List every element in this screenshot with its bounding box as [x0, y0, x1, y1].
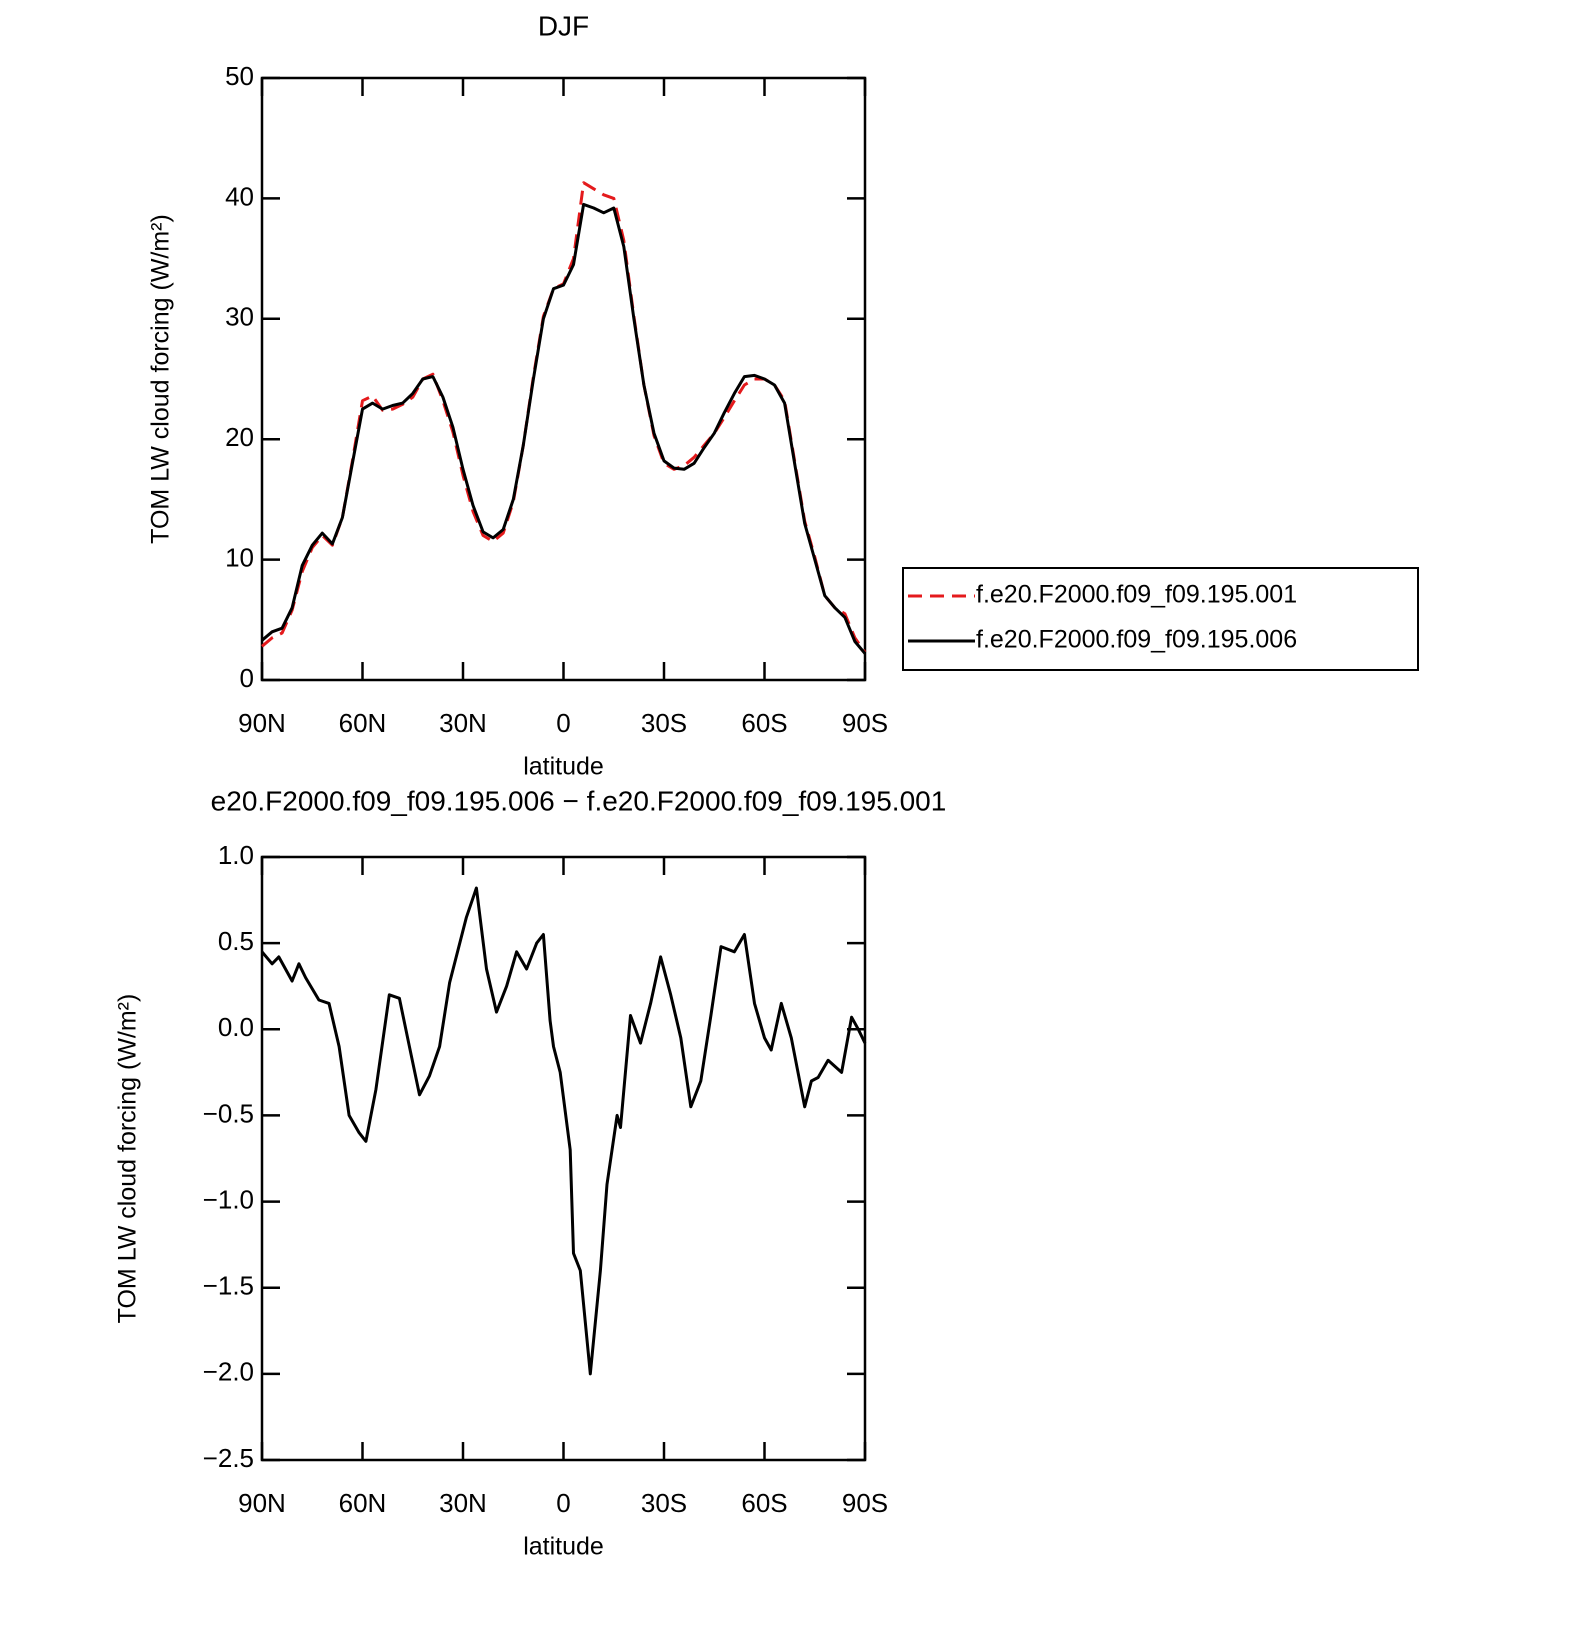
x-tick-label: 0: [556, 708, 570, 738]
plot-frame: [260, 76, 867, 682]
y-tick-label: 0.0: [218, 1012, 254, 1042]
x-tick-label: 30S: [641, 1488, 687, 1518]
y-axis-label: TOM LW cloud forcing (W/m²): [147, 214, 175, 544]
x-tick-label: 90S: [842, 708, 888, 738]
x-tick-label: 30N: [439, 708, 487, 738]
x-tick-label: 30N: [439, 1488, 487, 1518]
x-tick-label: 60S: [741, 708, 787, 738]
legend: f.e20.F2000.f09_f09.195.001 f.e20.F2000.f…: [902, 567, 1419, 671]
data-line: [261, 181, 867, 654]
y-tick-label: 40: [225, 181, 254, 211]
plot-frame: [260, 855, 867, 1462]
chart-title: DJF: [538, 10, 589, 41]
x-tick-label: 90N: [238, 1488, 286, 1518]
legend-label: f.e20.F2000.f09_f09.195.001: [976, 581, 1297, 609]
y-tick-label: 0.5: [218, 926, 254, 956]
x-tick-label: 60N: [339, 1488, 387, 1518]
data-line: [260, 886, 867, 1376]
legend-label: f.e20.F2000.f09_f09.195.006: [976, 626, 1297, 654]
y-tick-label: −2.0: [203, 1357, 254, 1387]
x-tick-label: 90N: [238, 708, 286, 738]
y-tick-label: 50: [225, 61, 254, 91]
x-tick-label: 60N: [339, 708, 387, 738]
y-tick-label: 0: [240, 663, 254, 693]
y-tick-label: 1.0: [218, 840, 254, 870]
x-tick-label: 60S: [741, 1488, 787, 1518]
chart-title: e20.F2000.f09_f09.195.006 − f.e20.F2000.…: [211, 785, 947, 816]
data-line: [261, 202, 867, 655]
y-tick-label: −2.5: [203, 1443, 254, 1473]
y-tick-label: −1.5: [203, 1271, 254, 1301]
x-tick-label: 90S: [842, 1488, 888, 1518]
legend-box: [902, 567, 1419, 671]
y-tick-label: 10: [225, 542, 254, 572]
y-tick-label: 30: [225, 302, 254, 332]
y-tick-label: −0.5: [203, 1098, 254, 1128]
x-tick-label: 0: [556, 1488, 570, 1518]
y-tick-label: 20: [225, 422, 254, 452]
x-axis-label: latitude: [523, 1533, 604, 1561]
x-axis-label: latitude: [523, 753, 604, 781]
y-tick-label: −1.0: [203, 1184, 254, 1214]
y-axis-label: TOM LW cloud forcing (W/m²): [114, 994, 142, 1324]
x-tick-label: 30S: [641, 708, 687, 738]
